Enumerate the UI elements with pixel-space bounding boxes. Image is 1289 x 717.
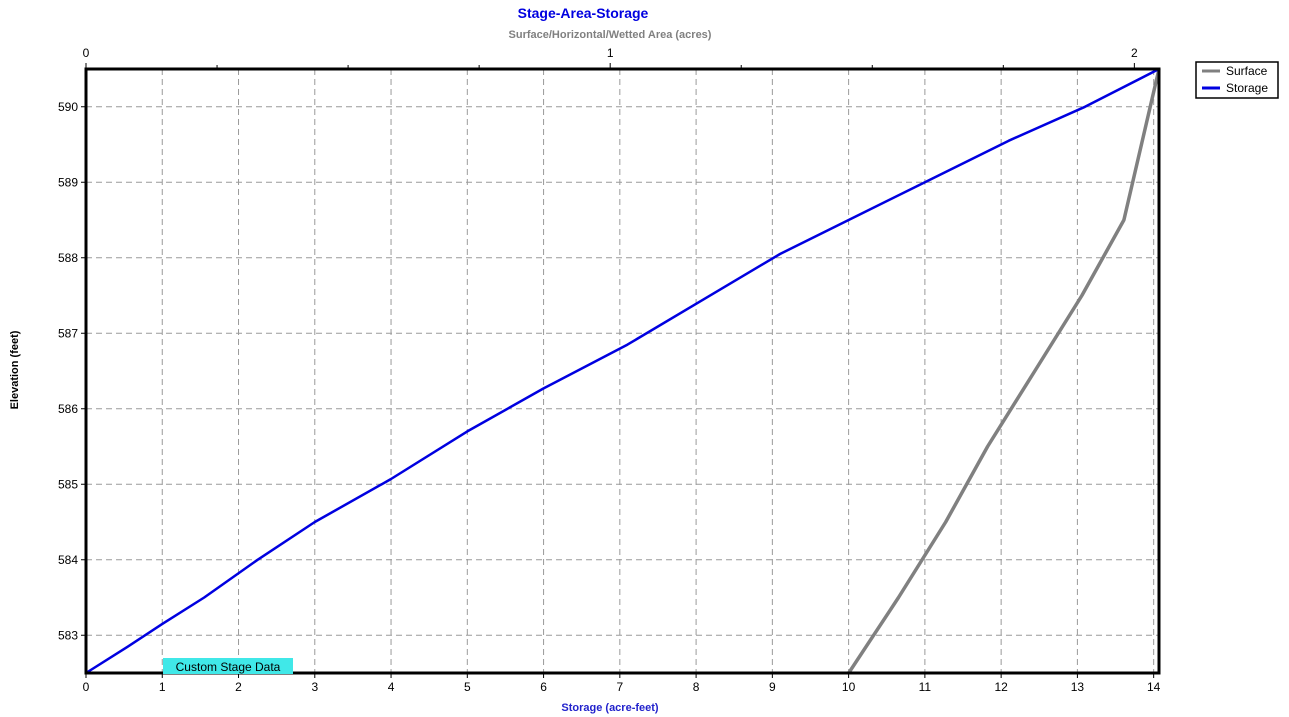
x-axis-title: Storage (acre-feet) [561, 702, 659, 714]
y-tick-label: 588 [58, 251, 78, 265]
plot-frame [84, 67, 1161, 675]
chart-title: Stage-Area-Storage [518, 5, 649, 21]
x-tick-label: 2 [235, 680, 242, 694]
y-tick-label: 589 [58, 175, 78, 189]
y-tick-label: 584 [58, 553, 78, 567]
series-line-storage [85, 67, 1160, 675]
x2-tick-label: 2 [1131, 46, 1138, 60]
x-tick-label: 13 [1071, 680, 1085, 694]
x-tick-label: 14 [1147, 680, 1161, 694]
annotation-custom-stage-data: Custom Stage Data [163, 658, 293, 674]
annotation-label: Custom Stage Data [176, 660, 281, 674]
x-tick-label: 1 [159, 680, 166, 694]
y-tick-label: 587 [58, 326, 78, 340]
legend: Surface Storage [1195, 61, 1279, 99]
x-tick-label: 7 [616, 680, 623, 694]
x-tick-label: 5 [464, 680, 471, 694]
annotation-box [163, 658, 293, 674]
legend-box [1195, 61, 1279, 99]
x-tick-label: 9 [769, 680, 776, 694]
x-tick-label: 8 [693, 680, 700, 694]
legend-storage-label: Storage [1226, 81, 1268, 95]
x-tick-label: 12 [994, 680, 1008, 694]
x-tick-label: 4 [388, 680, 395, 694]
grid-layer [86, 69, 1159, 673]
y-tick-label: 585 [58, 477, 78, 491]
legend-surface-label: Surface [1226, 64, 1268, 78]
y-tick-label: 583 [58, 628, 78, 642]
top-axis-title: Surface/Horizontal/Wetted Area (acres) [509, 29, 712, 41]
x-tick-label: 3 [311, 680, 318, 694]
series-line-surface [847, 68, 1161, 674]
axes-layer [84, 67, 1161, 675]
x-tick-label: 0 [83, 680, 90, 694]
series-layer [85, 67, 1161, 675]
x2-tick-label: 0 [83, 46, 90, 60]
x-tick-label: 6 [540, 680, 547, 694]
ticks-layer: 0 1 2 3 4 5 6 7 8 9 10 11 12 13 140 1 258358458558658758… [58, 46, 1161, 694]
y-tick-label: 586 [58, 402, 78, 416]
x-tick-label: 10 [842, 680, 856, 694]
x-tick-label: 11 [919, 680, 932, 694]
y-axis-title: Elevation (feet) [9, 330, 21, 409]
x2-tick-label: 1 [607, 46, 614, 60]
y-tick-label: 590 [58, 100, 78, 114]
